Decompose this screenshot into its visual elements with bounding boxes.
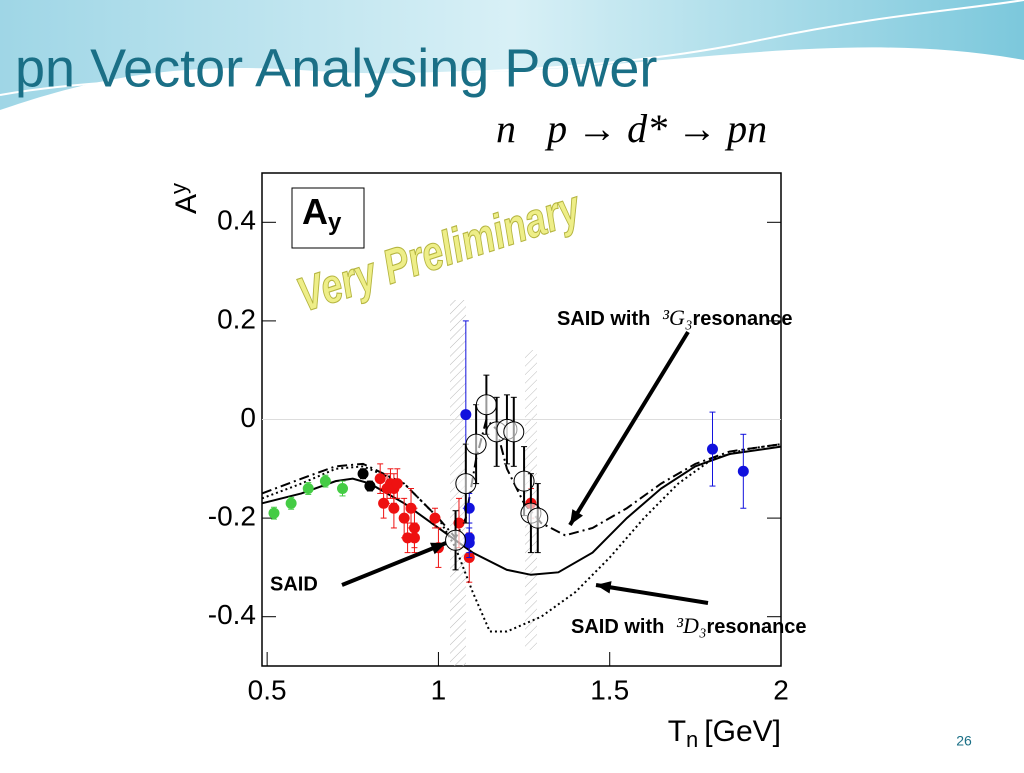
y-tick-label: -0.4 (208, 599, 256, 630)
data-point (737, 465, 749, 477)
data-point (357, 468, 369, 480)
data-point (527, 507, 549, 529)
data-point (706, 443, 718, 455)
x-label-main: T (668, 715, 686, 748)
y-label-sub: y (166, 183, 191, 194)
arrow-head (596, 581, 612, 594)
data-point (460, 409, 472, 421)
data-point (465, 433, 487, 455)
arrow-head (430, 542, 446, 555)
x-tick-label: 0.5 (248, 674, 287, 705)
annotation-state: ³D₃ (676, 613, 706, 638)
header-wave (0, 0, 1024, 110)
data-point (364, 480, 376, 492)
reaction: n⃗p → d* → pn (496, 106, 767, 151)
annotation: SAID with ³G₃resonance (557, 305, 793, 330)
data-point (268, 507, 280, 519)
data-point (429, 512, 441, 524)
legend-box (291, 187, 365, 249)
legend-main: A (302, 191, 328, 232)
data-point (374, 473, 386, 485)
data-point (337, 483, 349, 495)
y-tick-label: -0.2 (208, 500, 256, 531)
x-axis-label: Tn [GeV] (668, 715, 781, 752)
data-point (285, 497, 297, 509)
data-point (319, 475, 331, 487)
data-point (513, 470, 535, 492)
legend-sub: y (328, 209, 342, 236)
legend-label: Ay (302, 191, 342, 237)
page-number: 26 (956, 733, 972, 749)
data-point (475, 394, 497, 416)
wave-line (0, 0, 1024, 96)
data-point (445, 529, 467, 551)
annotation-text: SAID with (557, 308, 650, 330)
annotation: SAID (270, 573, 318, 595)
data-point (391, 478, 403, 490)
data-point (405, 502, 417, 514)
y-label-main: A (170, 194, 203, 214)
annotation-text: resonance (692, 308, 792, 330)
annotation-arrow (595, 583, 709, 605)
x-label-unit: [GeV] (704, 715, 781, 748)
data-point (388, 502, 400, 514)
y-tick-label: 0 (240, 402, 256, 433)
annotation-arrow (568, 330, 690, 527)
data-point (398, 512, 410, 524)
annotation-state: ³G₃ (662, 305, 692, 330)
y-tick-label: 0.4 (217, 205, 256, 236)
curve (261, 445, 782, 576)
data-point (503, 421, 525, 443)
data-point (378, 497, 390, 509)
x-tick-label: 1 (431, 674, 447, 705)
data-point (302, 483, 314, 495)
slide-title: pn Vector Analysing Power (15, 38, 657, 98)
x-tick-label: 1.5 (590, 674, 629, 705)
data-point (408, 532, 420, 544)
annotation-arrow (341, 541, 447, 587)
annotation-text: resonance (706, 616, 806, 638)
x-tick-label: 2 (773, 674, 789, 705)
annotation-text: SAID with (571, 616, 664, 638)
y-tick-label: 0.2 (217, 303, 256, 334)
x-label-sub: n (686, 727, 698, 752)
data-point (463, 537, 475, 549)
data-point (455, 473, 477, 495)
arrow-head (570, 509, 584, 525)
annotation: SAID with ³D₃resonance (571, 613, 807, 638)
y-axis-label: Ay (166, 183, 203, 214)
